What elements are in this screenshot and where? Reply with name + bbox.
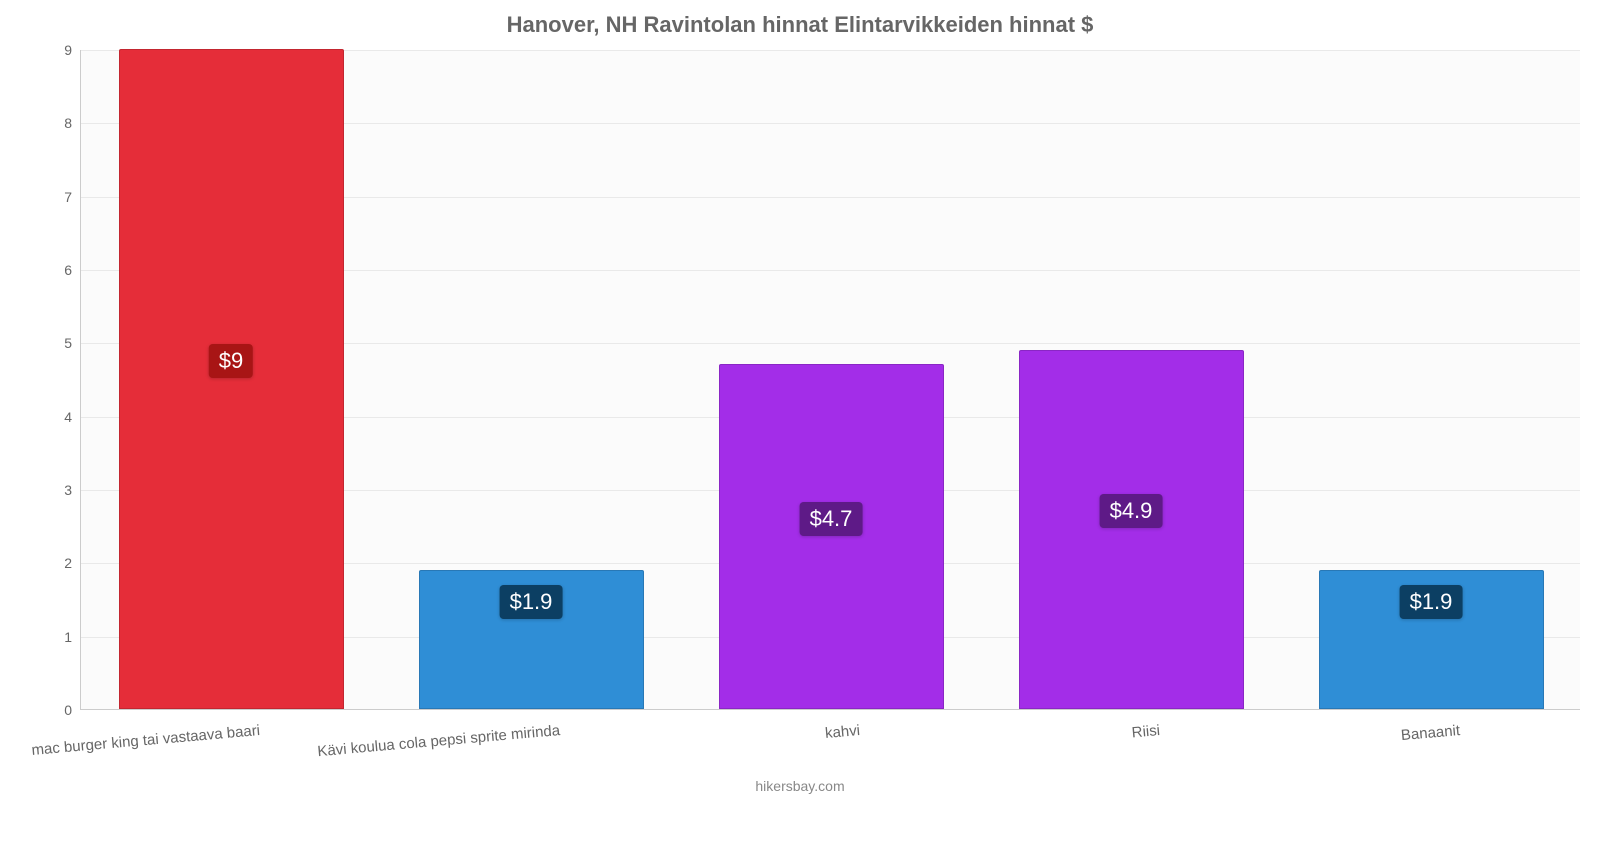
y-tick-label: 4 <box>32 409 72 425</box>
bar-value-label: $1.9 <box>1400 585 1463 619</box>
y-tick-label: 9 <box>32 42 72 58</box>
bar: $4.7 <box>719 364 944 709</box>
y-tick-label: 6 <box>32 262 72 278</box>
bar: $9 <box>119 49 344 709</box>
bar: $4.9 <box>1019 350 1244 709</box>
y-tick-label: 3 <box>32 482 72 498</box>
bar: $1.9 <box>1319 570 1544 709</box>
chart-title: Hanover, NH Ravintolan hinnat Elintarvik… <box>0 12 1600 38</box>
bar-value-label: $4.7 <box>800 502 863 536</box>
bar-value-label: $1.9 <box>500 585 563 619</box>
y-tick-label: 0 <box>32 702 72 718</box>
plot-area: $9 $1.9 $4.7 $4.9 $1.9 <box>80 50 1580 710</box>
y-tick-label: 5 <box>32 335 72 351</box>
y-tick-label: 8 <box>32 115 72 131</box>
bar: $1.9 <box>419 570 644 709</box>
price-bar-chart: Hanover, NH Ravintolan hinnat Elintarvik… <box>0 0 1600 800</box>
y-tick-label: 2 <box>32 555 72 571</box>
bar-value-label: $9 <box>209 344 253 378</box>
bar-value-label: $4.9 <box>1100 494 1163 528</box>
y-tick-label: 7 <box>32 189 72 205</box>
y-tick-label: 1 <box>32 629 72 645</box>
